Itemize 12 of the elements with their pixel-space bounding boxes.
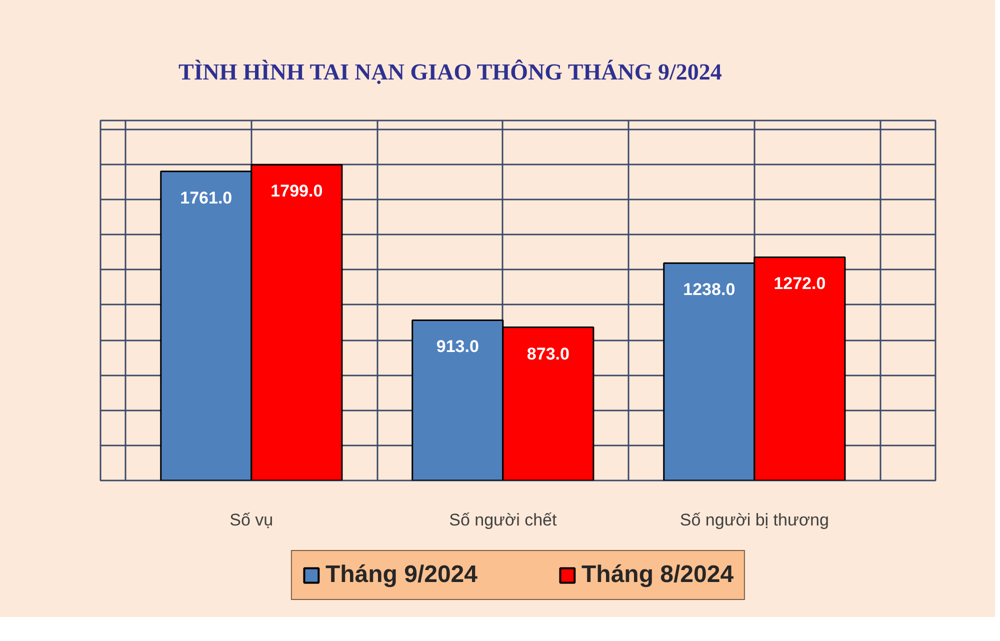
data-label: 1761.0 [180, 188, 232, 208]
x-tick-label: Số người chết [449, 510, 557, 530]
data-label: 1238.0 [683, 280, 736, 300]
chart-title: TÌNH HÌNH TAI NẠN GIAO THÔNG THÁNG 9/2024 [178, 60, 722, 84]
legend-label: Tháng 9/2024 [325, 560, 478, 588]
legend-label: Tháng 8/2024 [582, 560, 734, 588]
data-label: 873.0 [526, 344, 570, 364]
x-tick-label: Số người bị thương [680, 510, 829, 530]
data-label: 1799.0 [270, 182, 323, 201]
x-tick-label: Số vụ [230, 510, 274, 530]
data-label: 1272.0 [774, 274, 826, 294]
data-label: 913.0 [436, 337, 479, 356]
